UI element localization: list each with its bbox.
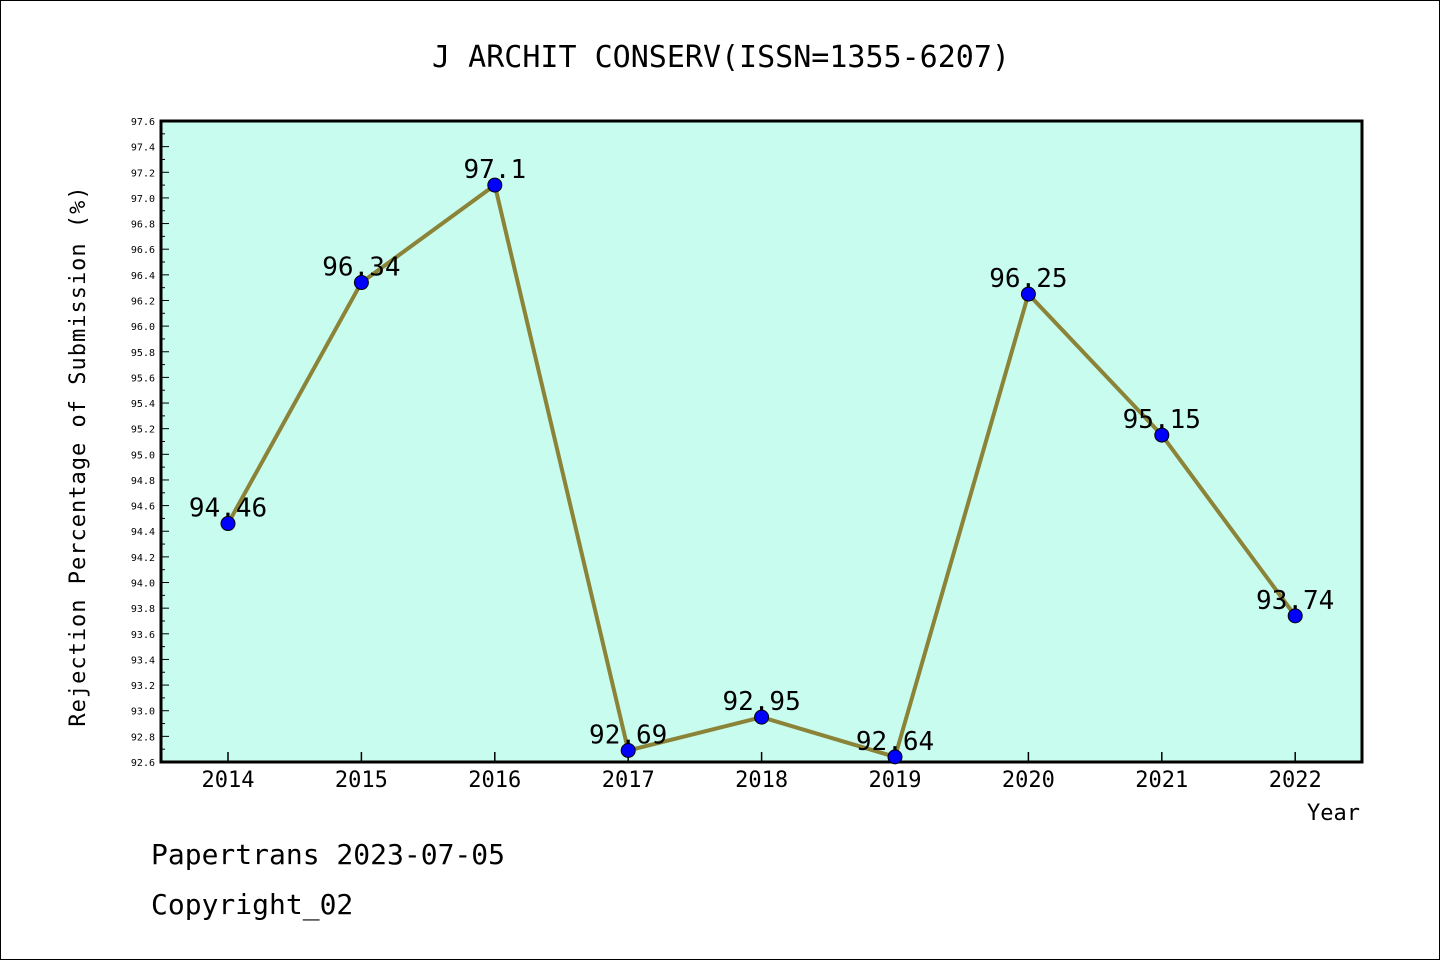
x-tick-label: 2020	[1002, 768, 1055, 793]
x-tick-label: 2019	[869, 768, 922, 793]
footer-copyright: Copyright_02	[151, 888, 353, 922]
data-label: 95.15	[1123, 405, 1201, 435]
y-axis-label: Rejection Percentage of Submission (%)	[66, 185, 91, 726]
x-tick-label: 2018	[735, 768, 788, 793]
y-axis-ticks: 92.6 92.8 93.0 93.2 93.4 93.6 93.8 94.0 94.2 94.4…	[131, 117, 169, 769]
data-point	[754, 709, 770, 725]
y-tick-label: 94.0	[131, 579, 155, 590]
data-point	[1020, 286, 1036, 302]
y-tick-label: 93.0	[131, 707, 155, 718]
x-tick-label: 2015	[335, 768, 388, 793]
data-point	[1287, 608, 1303, 624]
y-tick-label: 95.0	[131, 450, 155, 461]
x-axis-label: Year	[1307, 801, 1360, 826]
data-point	[487, 177, 503, 193]
data-label: 97.1	[463, 155, 526, 185]
data-label: 96.25	[989, 264, 1067, 294]
x-tick-label: 2014	[202, 768, 255, 793]
y-tick-label: 97.6	[131, 117, 155, 128]
y-tick-label: 96.6	[131, 245, 155, 256]
plot-area	[159, 119, 1364, 764]
x-tick-label: 2017	[602, 768, 655, 793]
data-point	[220, 516, 236, 532]
y-tick-label: 96.2	[131, 296, 155, 307]
data-point	[887, 749, 903, 765]
y-tick-label: 94.6	[131, 502, 155, 513]
x-tick-label: 2022	[1269, 768, 1322, 793]
y-tick-label: 97.2	[131, 168, 155, 179]
data-label: 92.95	[722, 687, 800, 717]
data-markers	[220, 177, 1303, 765]
y-tick-label: 96.8	[131, 220, 155, 231]
y-tick-label: 96.4	[131, 271, 155, 282]
y-tick-label: 95.2	[131, 425, 155, 436]
y-tick-label: 97.4	[131, 143, 155, 154]
y-tick-label: 92.8	[131, 732, 155, 743]
y-tick-label: 95.8	[131, 348, 155, 359]
data-point	[353, 275, 369, 291]
chart-title: J ARCHIT CONSERV(ISSN=1355-6207)	[432, 40, 1010, 75]
data-label: 94.46	[189, 494, 267, 524]
y-tick-label: 93.4	[131, 655, 155, 666]
y-tick-label: 93.2	[131, 681, 155, 692]
y-tick-label: 95.4	[131, 399, 155, 410]
y-tick-label: 94.4	[131, 527, 155, 538]
data-point	[1154, 427, 1170, 443]
y-tick-label: 97.0	[131, 194, 155, 205]
data-point	[620, 742, 636, 758]
x-tick-label: 2021	[1135, 768, 1188, 793]
y-tick-label: 96.0	[131, 322, 155, 333]
x-tick-label: 2016	[468, 768, 521, 793]
y-tick-label: 92.6	[131, 758, 155, 769]
y-tick-label: 93.8	[131, 604, 155, 615]
x-axis-ticks: 2014 2015 2016 2017 2018 2019 2020 2021 2022	[202, 752, 1322, 793]
data-label: 92.69	[589, 720, 667, 750]
y-tick-label: 94.2	[131, 553, 155, 564]
footer-date: Papertrans 2023-07-05	[151, 838, 505, 871]
data-label: 93.74	[1256, 586, 1334, 616]
data-label: 92.64	[856, 727, 934, 757]
data-labels: 94.46 96.34 97.1 92.69 92.95 92.64 96.25 95.15 9…	[189, 155, 1334, 757]
y-tick-label: 94.8	[131, 476, 155, 487]
y-tick-label: 93.6	[131, 630, 155, 641]
y-tick-label: 95.6	[131, 373, 155, 384]
data-label: 96.34	[322, 253, 400, 283]
